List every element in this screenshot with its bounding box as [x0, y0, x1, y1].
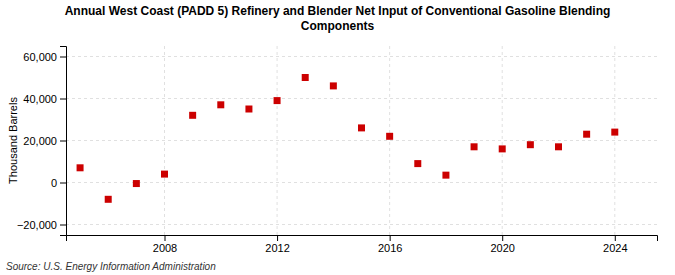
y-grid-line [66, 140, 657, 141]
x-tick: 2012 [265, 235, 289, 254]
x-axis-line [67, 236, 658, 242]
y-grid-line [66, 182, 657, 183]
point [499, 145, 506, 152]
y-tick-label: −20,000 [17, 219, 57, 231]
y-tick-mark [60, 141, 66, 142]
x-tick-mark [277, 235, 278, 241]
x-tick-label: 2008 [153, 242, 177, 254]
y-tick: −20,000 [17, 219, 66, 231]
point [302, 74, 309, 81]
x-tick-label: 2024 [603, 242, 627, 254]
x-tick-label: 2012 [265, 242, 289, 254]
x-grid-line [389, 46, 390, 235]
point [442, 172, 449, 179]
title: Annual West Coast (PADD 5) Refinery and … [65, 4, 611, 33]
x-tick: 2008 [153, 235, 177, 254]
y-tick: 0 [51, 177, 66, 189]
point [161, 171, 168, 178]
x-tick-label: 2016 [378, 242, 402, 254]
y-tick-mark [60, 57, 66, 58]
point [77, 164, 84, 171]
point [274, 97, 281, 104]
point [358, 124, 365, 131]
y-axis-title: Thousand Barrels [7, 97, 19, 184]
source-note: Source: U.S. Energy Information Administ… [6, 261, 216, 272]
point [555, 143, 562, 150]
y-axis: −20,000 0 20,000 40,000 60,000 [17, 47, 67, 236]
y-tick-label: 0 [51, 177, 57, 189]
plot-area: 2008 2012 2016 2020 2024 −20,000 0 20,000 40,000… [17, 46, 658, 254]
point [245, 106, 252, 113]
point [414, 160, 421, 167]
x-tick: 2016 [378, 235, 402, 254]
y-tick-mark [60, 225, 66, 226]
point [611, 129, 618, 136]
x-tick-mark [390, 235, 391, 241]
x-tick-mark [165, 235, 166, 241]
point [386, 133, 393, 140]
point [189, 112, 196, 119]
y-tick-label: 20,000 [23, 135, 57, 147]
point [583, 131, 590, 138]
y-tick: 40,000 [23, 93, 66, 105]
y-tick: 60,000 [23, 51, 66, 63]
y-grid-line [66, 98, 657, 99]
point [105, 196, 112, 203]
chart-svg: 2008 2012 2016 2020 2024 −20,000 0 20,000 40,000… [0, 0, 675, 275]
x-grid-line [502, 46, 503, 235]
x-tick-label: 2020 [490, 242, 514, 254]
y-tick-label: 60,000 [23, 51, 57, 63]
y-grid-line [66, 224, 657, 225]
y-tick: 20,000 [23, 135, 66, 147]
x-axis: 2008 2012 2016 2020 2024 [67, 235, 658, 254]
x-tick: 2020 [490, 235, 514, 254]
point [133, 180, 140, 187]
point [471, 143, 478, 150]
point [330, 82, 337, 89]
y-grid-line [66, 56, 657, 57]
y-tick-label: 40,000 [23, 93, 57, 105]
grid [66, 46, 657, 235]
point [527, 141, 534, 148]
y-axis-line [60, 47, 67, 236]
y-tick-mark [60, 183, 66, 184]
x-tick-mark [502, 235, 503, 241]
point [217, 101, 224, 108]
points [77, 74, 619, 203]
y-tick-mark [60, 99, 66, 100]
x-tick-mark [615, 235, 616, 241]
x-tick: 2024 [603, 235, 627, 254]
